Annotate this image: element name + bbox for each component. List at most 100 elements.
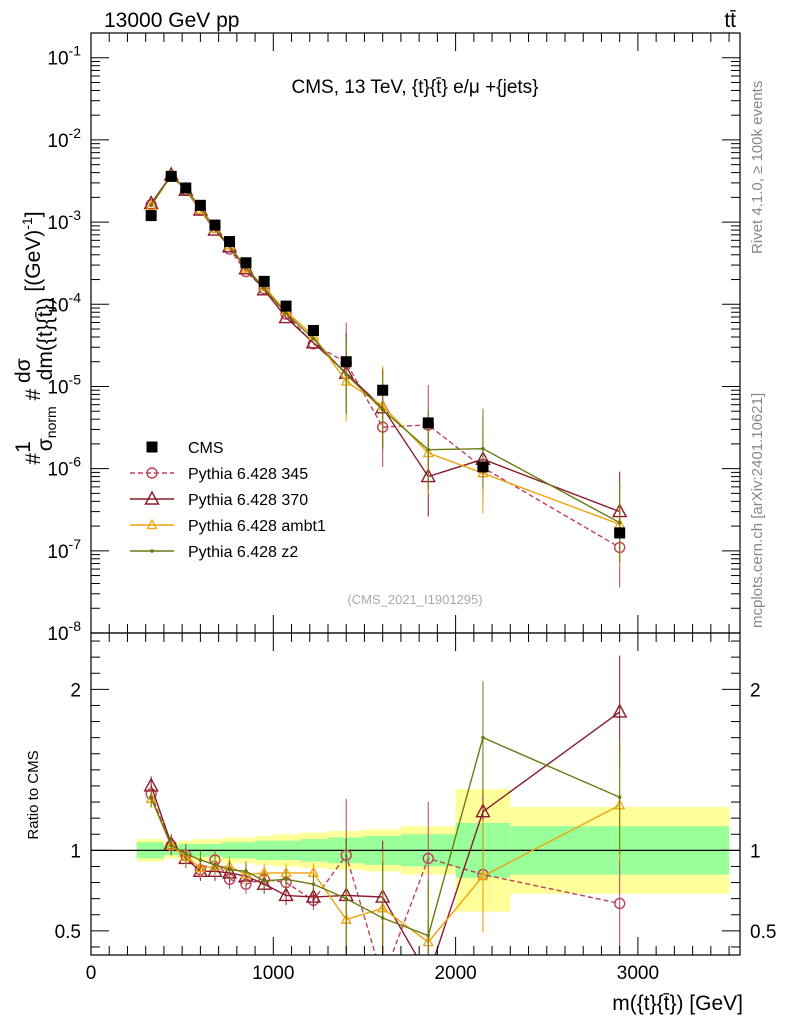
ratio-data-point: [481, 735, 485, 740]
ratio-axes: 0.5 0.5 1 1 2 2 0 1000 2000 3000: [55, 633, 776, 984]
ratio-data-point: [378, 974, 388, 984]
main-y-tick-label: 10-4: [47, 289, 81, 316]
legend-label: Pythia 6.428 z2: [188, 544, 298, 561]
ratio-data-point: [194, 861, 206, 873]
ratio-data-point: [198, 858, 203, 862]
main-y-tick-label: 10-7: [47, 536, 81, 563]
ratio-data-point: [227, 867, 232, 872]
cms-data-point: [180, 182, 192, 194]
main-y-tick-label: 10-8: [47, 618, 81, 645]
ratio-data-point: [422, 852, 434, 865]
ratio-data-point: [612, 703, 628, 718]
x-tick-label: 1000: [252, 963, 294, 984]
main-axes: 10-8 10-7 10-6 10-5 10-4 10-3 10-2 10-1: [47, 32, 740, 645]
cms-data-point: [614, 527, 626, 539]
ratio-y-tick-label: 2: [70, 680, 81, 701]
main-data-point: [481, 446, 485, 451]
legend-marker: [150, 549, 154, 553]
ratio-y-tick-label-right: 2: [750, 680, 761, 701]
ratio-data-point: [244, 869, 248, 874]
main-data-point: [145, 199, 157, 210]
ratio-data-point: [278, 886, 294, 902]
cms-data-point: [224, 236, 236, 248]
ratio-data-point: [213, 863, 217, 867]
ratio-data-point: [344, 896, 349, 901]
ratio-plot-area: [91, 655, 740, 984]
ratio-data-point: [477, 869, 489, 881]
main-data-point: [426, 447, 431, 452]
main-frame: [90, 32, 741, 634]
main-y-axis-label: #1σnorm # dσdm({t}{t̄}) [(GeV)-1]: [12, 211, 59, 464]
legend-label: Pythia 6.428 370: [188, 492, 308, 509]
ratio-data-point: [426, 933, 431, 938]
main-data-point: [311, 337, 316, 341]
ratio-data-point: [380, 916, 385, 920]
analysis-watermark: (CMS_2021_I1901295): [347, 592, 482, 607]
main-data-point: [344, 372, 349, 377]
legend-marker: [144, 490, 160, 505]
ratio-data-point: [475, 803, 491, 818]
main-data-point: [143, 195, 159, 210]
cms-data-point: [422, 417, 434, 429]
main-y-tick-label: 10-1: [47, 43, 81, 70]
ratio-data-point: [284, 877, 288, 882]
main-y-tick-label: 10-5: [47, 371, 81, 398]
legend-marker: [146, 518, 158, 530]
cms-data-point: [477, 461, 489, 473]
main-panel: 10-8 10-7 10-6 10-5 10-4 10-3 10-2 10-1 CMS, 13…: [12, 32, 741, 645]
main-y-tick-label: 10-2: [47, 125, 81, 152]
legend-label: Pythia 6.428 345: [188, 466, 308, 483]
ratio-panel: 0.5 0.5 1 1 2 2 0 1000 2000 3000 Ratio to CMS: [25, 632, 776, 984]
legend-label: CMS: [188, 440, 224, 457]
cms-data-point: [209, 219, 221, 231]
cms-data-point: [145, 210, 157, 222]
x-tick-label: 3000: [617, 963, 659, 984]
ratio-y-tick-label: 0.5: [55, 922, 81, 943]
ratio-frame: [90, 632, 741, 956]
header-left-label: 13000 GeV pp: [104, 9, 239, 32]
svg-text:#1σnorm # dσdm({t}{t̄}) [(GeV): #1σnorm # dσdm({t}{t̄}) [(GeV)-1]: [12, 211, 59, 464]
main-y-tick-label: 10-6: [47, 454, 81, 481]
cms-data-point: [340, 356, 352, 368]
x-tick-label: 0: [86, 963, 97, 984]
legend-label: Pythia 6.428 ambt1: [188, 518, 326, 535]
main-data-point: [380, 407, 385, 412]
legend: CMS Pythia 6.428 345 Pythia 6.428 370 Pythi…: [130, 440, 326, 561]
cms-data-point: [194, 199, 206, 211]
ratio-data-point: [617, 795, 622, 800]
ratio-data-point: [422, 969, 435, 981]
ratio-y-tick-label: 1: [70, 841, 81, 862]
main-data-point: [262, 286, 266, 291]
header-right-label: tt̄: [724, 9, 736, 32]
ratio-y-tick-label-right: 1: [750, 841, 761, 862]
cms-data-point: [377, 384, 389, 396]
ratio-data-point: [262, 879, 266, 883]
cms-data-point: [240, 257, 252, 269]
ratio-data-point: [305, 888, 322, 903]
main-data-point: [284, 311, 288, 315]
cms-data-point: [165, 170, 177, 182]
x-axis-label: m({t}{t̄}) [GeV]: [612, 992, 743, 1015]
ratio-y-tick-label-right: 0.5: [750, 922, 776, 943]
mcplots-label: mcplots.cern.ch [arXiv:2401.10621]: [749, 393, 766, 628]
ratio-data-point: [311, 882, 316, 886]
legend-marker: [146, 467, 158, 479]
ratio-y-axis-label: Ratio to CMS: [25, 750, 42, 839]
main-y-tick-label: 10-3: [47, 207, 81, 234]
legend-marker: [146, 441, 158, 453]
ratio-data-point: [169, 843, 174, 848]
rivet-label: Rivet 4.1.0, ≥ 100k events: [749, 81, 766, 254]
cms-data-point: [280, 300, 292, 312]
main-series-line: [150, 173, 620, 513]
cms-data-point: [307, 324, 319, 336]
ratio-data-point: [613, 897, 626, 910]
ratio-data-point: [183, 851, 188, 856]
ratio-data-point: [149, 795, 153, 800]
cms-data-point: [258, 275, 270, 287]
main-plot-area: [143, 166, 628, 588]
main-data-point: [617, 520, 622, 525]
main-data-point: [149, 203, 153, 208]
main-title: CMS, 13 TeV, {t}{t̄} e/μ +{jets}: [291, 77, 538, 98]
x-tick-label: 2000: [434, 963, 476, 984]
